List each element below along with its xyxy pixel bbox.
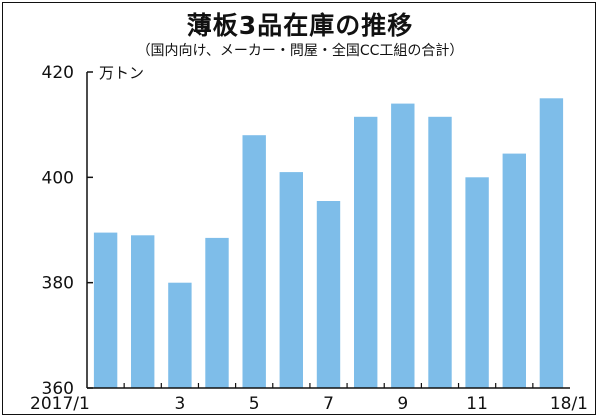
y-tick-label: 400 xyxy=(42,168,74,188)
x-axis-ticks: 2017/1 3 5 7 9 11 18/1 xyxy=(30,383,588,414)
y-tick-label: 360 xyxy=(42,379,74,399)
bar xyxy=(316,201,341,388)
x-tick-label: 3 xyxy=(174,394,185,414)
bar xyxy=(428,116,452,389)
y-axis-unit-label: 万トン xyxy=(99,64,144,82)
bar xyxy=(354,116,378,389)
bar xyxy=(502,153,526,388)
x-tick-label: 11 xyxy=(466,394,488,414)
bar xyxy=(168,282,192,388)
bar xyxy=(205,237,229,388)
bar xyxy=(539,98,564,389)
x-tick-label: 9 xyxy=(397,394,408,414)
bar xyxy=(242,135,266,388)
x-tick-label: 5 xyxy=(249,394,260,414)
x-tick-label: 7 xyxy=(323,394,334,414)
y-tick-label: 380 xyxy=(42,274,74,294)
x-tick-label: 2017/1 xyxy=(30,394,90,414)
bar xyxy=(279,172,303,388)
y-tick-label: 420 xyxy=(42,63,74,83)
chart-title: 薄板3品在庫の推移 xyxy=(186,11,414,40)
bar xyxy=(131,235,155,388)
y-axis-ticks: 420 400 380 360 xyxy=(42,63,93,399)
bar xyxy=(93,232,118,388)
bar xyxy=(391,103,415,388)
chart-subtitle: （国内向け、メーカー・問屋・全国CC工組の合計） xyxy=(136,43,464,59)
bars-group xyxy=(93,98,564,389)
x-tick-label: 18/1 xyxy=(550,394,588,414)
bar xyxy=(465,177,489,388)
